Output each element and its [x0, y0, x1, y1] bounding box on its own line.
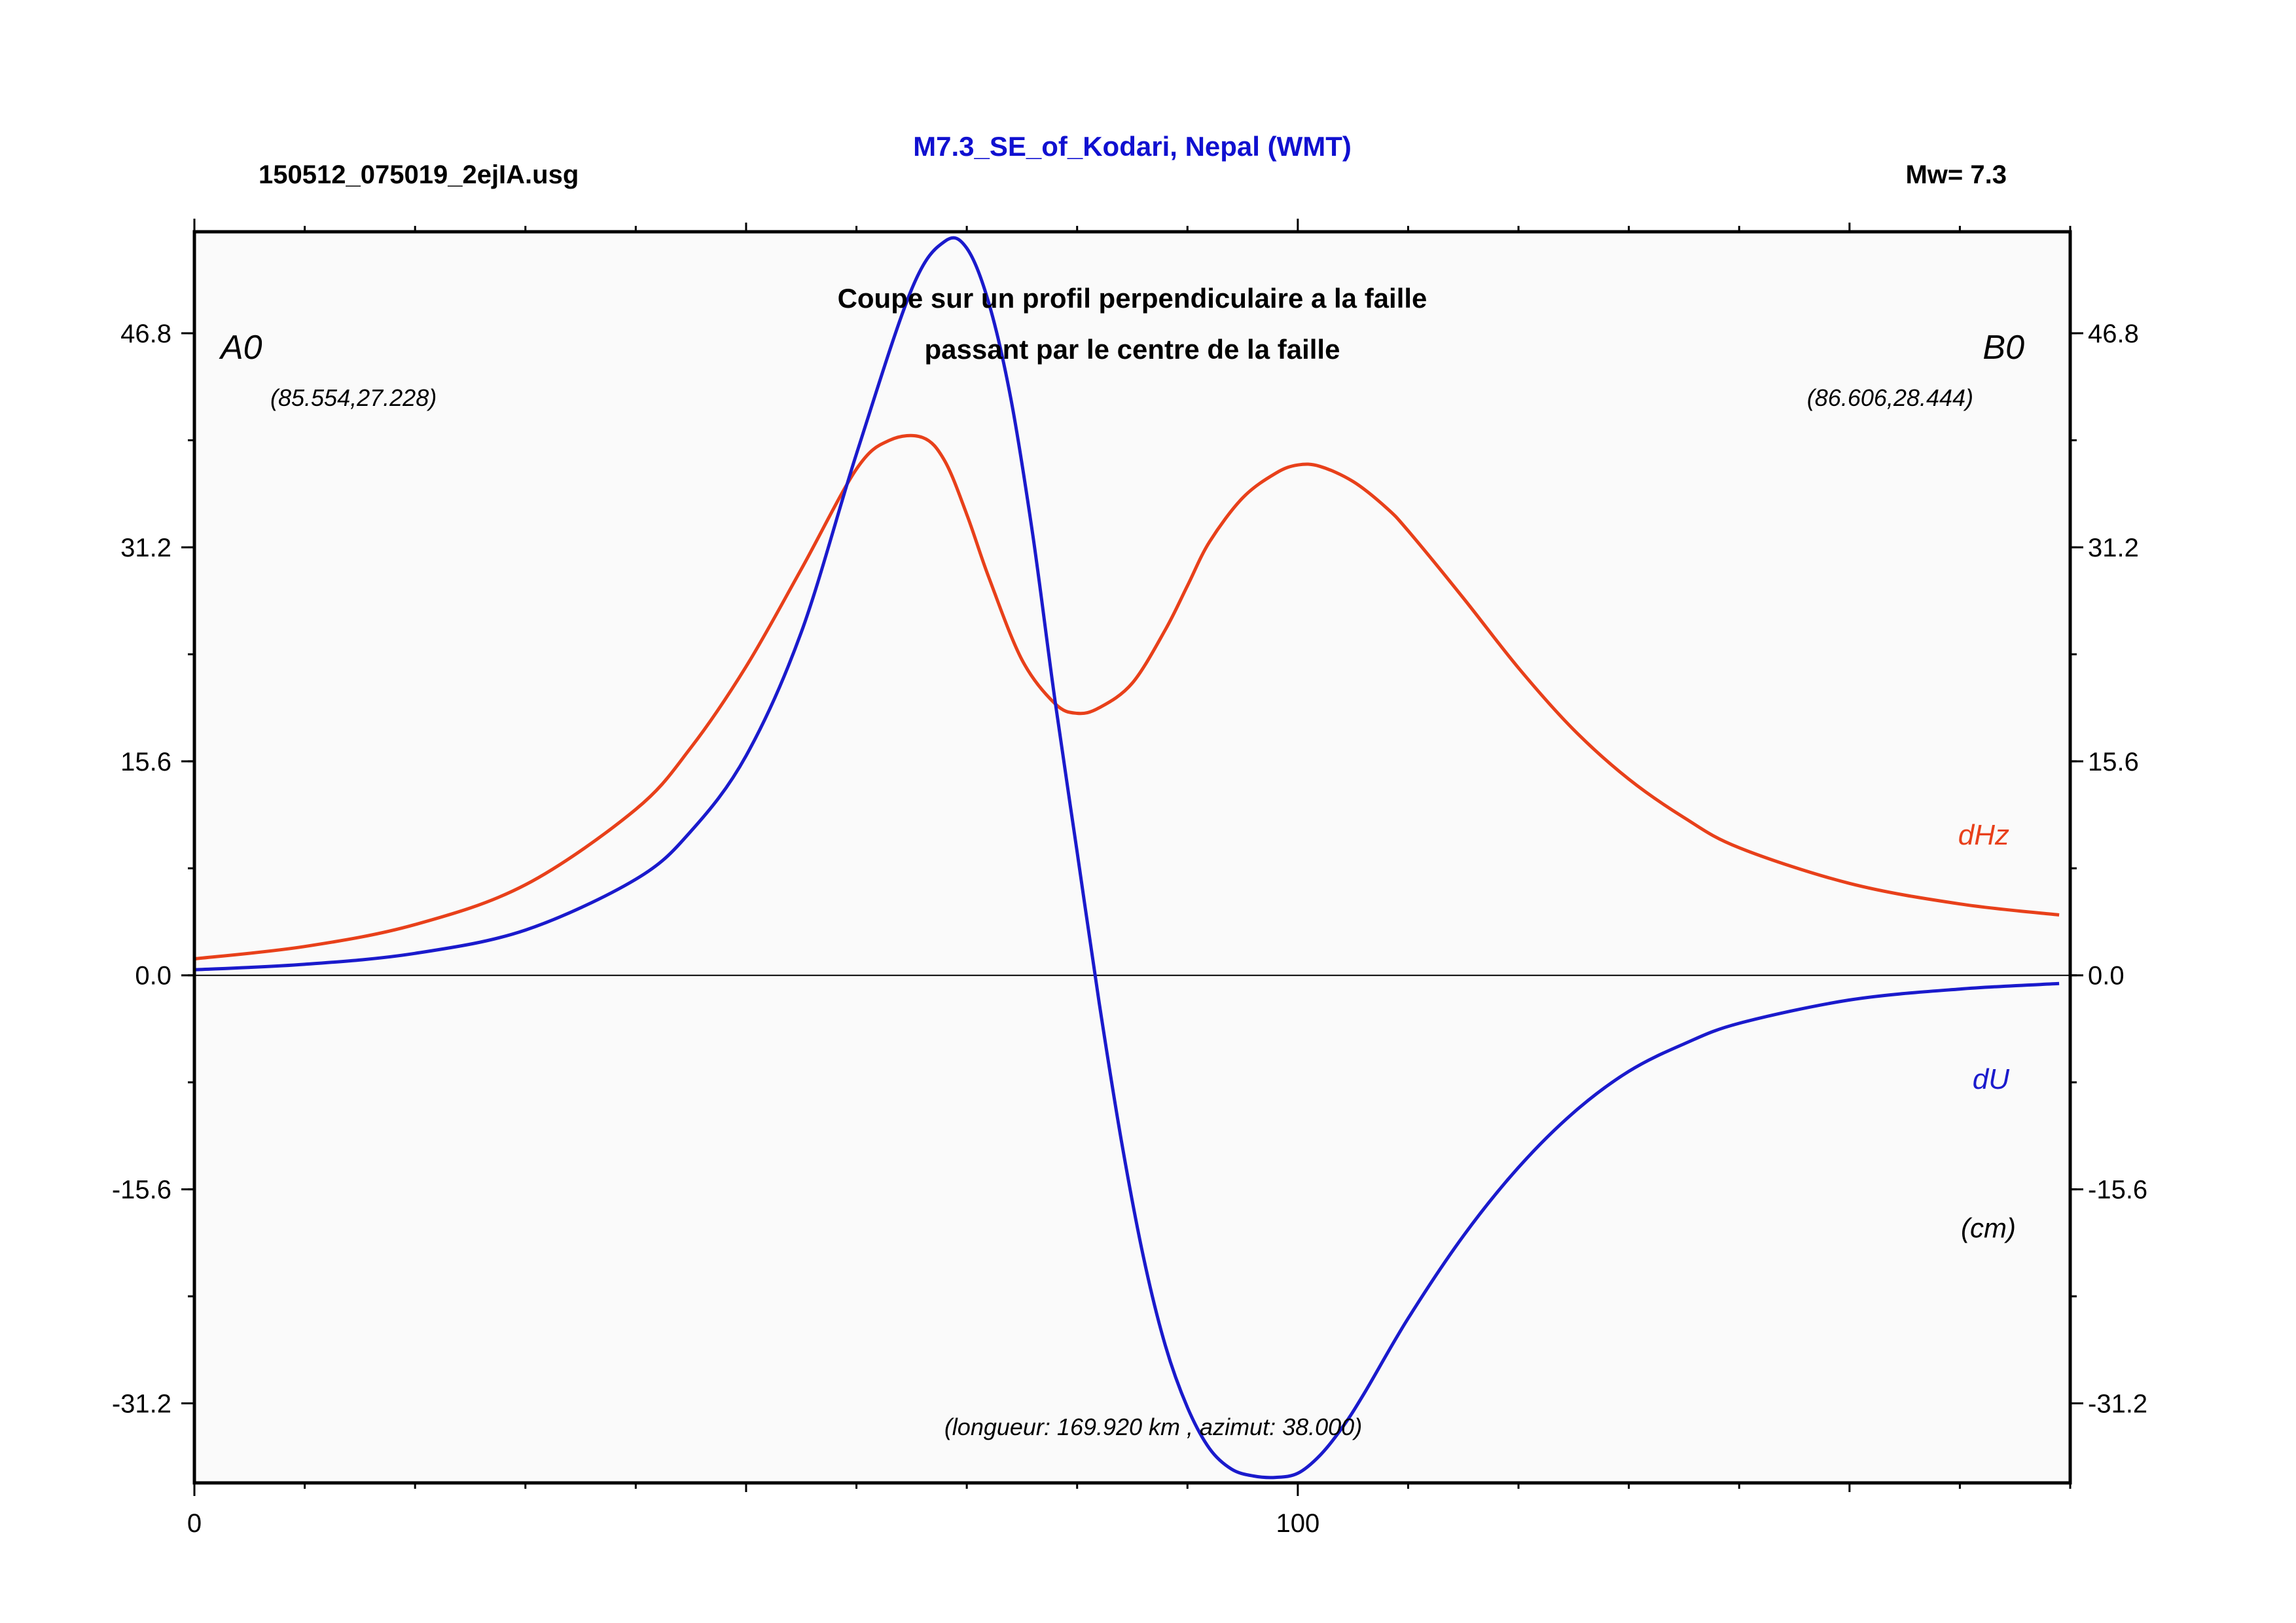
- y-tick-labels-left: -31.2 -15.6 0.0 15.6 31.2 46.8: [112, 319, 171, 1418]
- point-b-label: B0: [1982, 329, 2024, 367]
- y-tick-label-left: -31.2: [112, 1389, 171, 1418]
- x-tick-label: 0: [187, 1509, 202, 1538]
- y-tick-label-right: 46.8: [2088, 319, 2139, 348]
- point-b-coords: (86.606,28.444): [1807, 384, 1973, 411]
- y-tick-label-left: 31.2: [120, 534, 171, 562]
- legend-du: dU: [1973, 1063, 2009, 1095]
- series-dhz-line: [194, 433, 2060, 961]
- point-a-coords: (85.554,27.228): [270, 384, 437, 411]
- y-tick-label-right: -31.2: [2088, 1389, 2147, 1418]
- plot-area: [194, 232, 2070, 1483]
- unit-label: (cm): [1961, 1213, 2016, 1243]
- x-tick-labels: 0 100: [187, 1509, 1319, 1538]
- subtitle-line-2: passant par le centre de la faille: [925, 334, 1340, 365]
- chart-title: M7.3_SE_of_Kodari, Nepal (WMT): [913, 131, 1352, 162]
- y-tick-label-left: -15.6: [112, 1176, 171, 1205]
- y-tick-label-right: 15.6: [2088, 748, 2139, 776]
- y-tick-label-left: 0.0: [135, 962, 171, 991]
- x-tick-label: 100: [1276, 1509, 1320, 1538]
- plot-frame: [192, 230, 2072, 1485]
- y-tick-label-right: 0.0: [2088, 962, 2125, 991]
- y-tick-label-left: 46.8: [120, 319, 171, 348]
- magnitude-label: Mw= 7.3: [1905, 160, 2007, 189]
- profile-info: (longueur: 169.920 km , azimut: 38.000): [944, 1413, 1362, 1440]
- series-du-line: [194, 236, 2060, 1480]
- filename-label: 150512_075019_2ejIA.usg: [259, 160, 579, 189]
- legend-dhz: dHz: [1958, 819, 2009, 851]
- y-tick-label-right: 31.2: [2088, 534, 2139, 562]
- subtitle-line-1: Coupe sur un profil perpendiculaire a la…: [838, 283, 1427, 314]
- y-tick-label-right: -15.6: [2088, 1176, 2147, 1205]
- point-a-label: A0: [219, 329, 262, 367]
- y-tick-label-left: 15.6: [120, 748, 171, 776]
- y-tick-labels-right: -31.2 -15.6 0.0 15.6 31.2 46.8: [2088, 319, 2147, 1418]
